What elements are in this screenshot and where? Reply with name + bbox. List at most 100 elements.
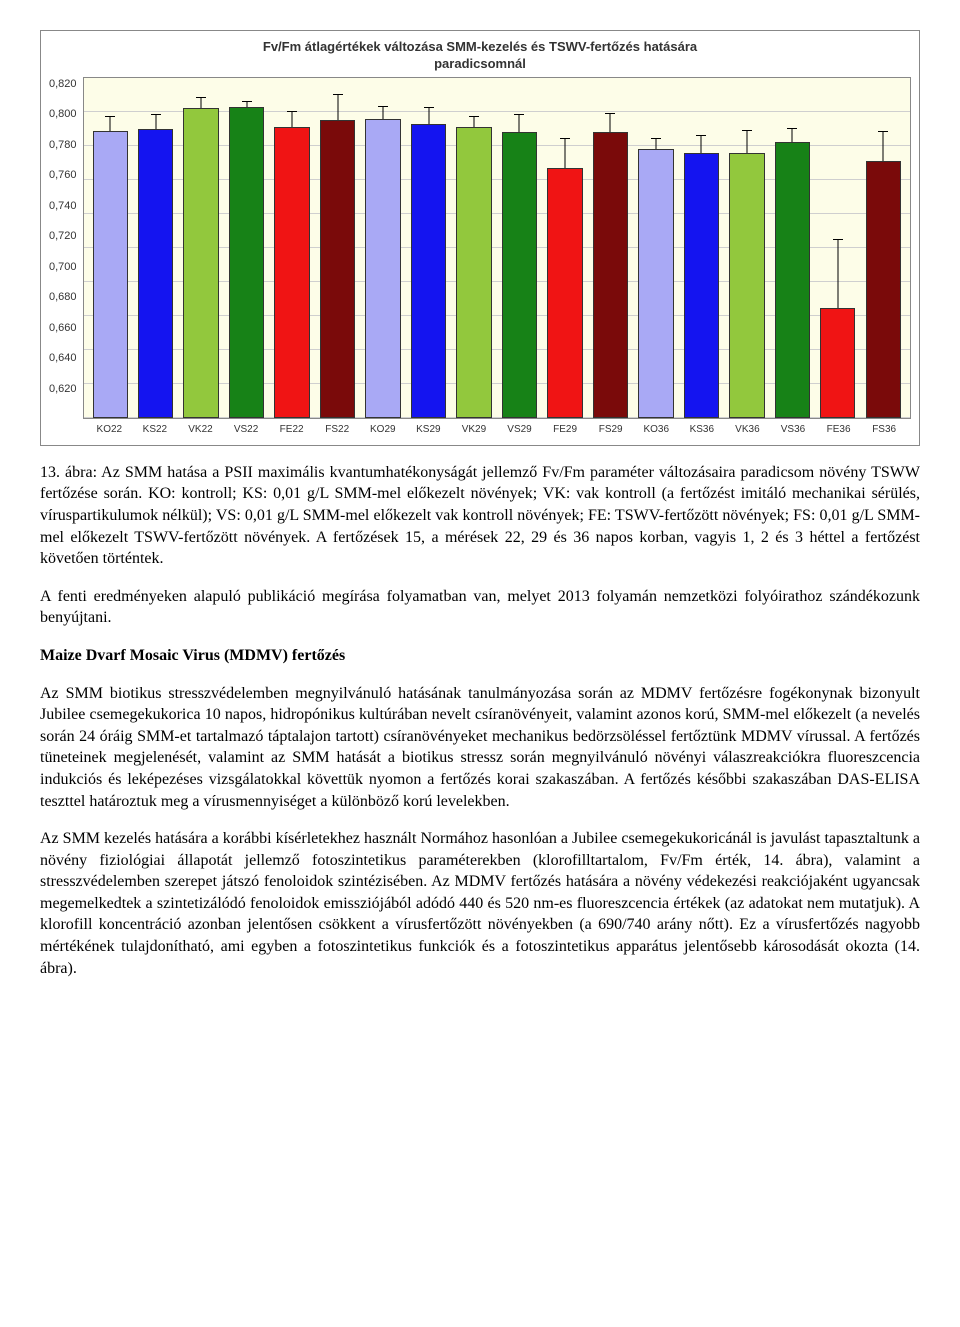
- bar: [456, 127, 491, 418]
- error-whisker: [201, 98, 202, 108]
- error-cap: [424, 107, 434, 108]
- x-axis-labels: KO22KS22VK22VS22FE22FS22KO29KS29VK29VS29…: [83, 419, 911, 437]
- error-whisker: [610, 114, 611, 133]
- bar: [638, 149, 673, 418]
- bar: [274, 127, 309, 418]
- error-cap: [696, 135, 706, 136]
- bar: [775, 142, 810, 418]
- x-tick-label: KO29: [360, 423, 406, 437]
- x-tick-label: KO22: [87, 423, 133, 437]
- bar-slot: [315, 78, 360, 419]
- x-tick-label: FE22: [269, 423, 315, 437]
- x-tick-label: VK29: [451, 423, 497, 437]
- error-cap: [833, 239, 843, 240]
- bar-slot: [679, 78, 724, 419]
- bar-slot: [178, 78, 223, 419]
- x-tick-label: FS36: [861, 423, 907, 437]
- bar-slot: [633, 78, 678, 419]
- chart-body: 0,820 0,800 0,780 0,760 0,740 0,720 0,700 0,680…: [49, 77, 911, 437]
- plot-area: [83, 77, 911, 420]
- paragraph-publication: A fenti eredményeken alapuló publikáció …: [40, 586, 920, 629]
- chart-title-line1: Fv/Fm átlagértékek változása SMM-kezelés…: [263, 39, 697, 54]
- y-tick-label: 0,820: [49, 77, 77, 92]
- x-tick-label: FE36: [816, 423, 862, 437]
- x-tick-label: VK22: [178, 423, 224, 437]
- y-tick-label: 0,700: [49, 260, 77, 275]
- paragraph-mdmv-method: Az SMM biotikus stresszvédelemben megnyi…: [40, 683, 920, 813]
- bar-slot: [497, 78, 542, 419]
- chart-title: Fv/Fm átlagértékek változása SMM-kezelés…: [49, 39, 911, 73]
- bar: [502, 132, 537, 418]
- error-cap: [514, 114, 524, 115]
- y-tick-label: 0,660: [49, 321, 77, 336]
- error-whisker: [746, 131, 747, 153]
- error-cap: [742, 130, 752, 131]
- error-whisker: [701, 136, 702, 153]
- bar: [820, 308, 855, 419]
- bar: [229, 107, 264, 419]
- section-heading-mdmv: Maize Dvarf Mosaic Virus (MDMV) fertőzés: [40, 645, 920, 667]
- error-whisker: [883, 132, 884, 161]
- bar-slot: [588, 78, 633, 419]
- error-whisker: [337, 95, 338, 121]
- bar: [729, 153, 764, 419]
- bar-slot: [224, 78, 269, 419]
- x-tick-label: KO36: [633, 423, 679, 437]
- y-tick-label: 0,780: [49, 138, 77, 153]
- x-tick-label: KS22: [132, 423, 178, 437]
- bar: [547, 168, 582, 418]
- y-tick-label: 0,800: [49, 107, 77, 122]
- bar: [411, 124, 446, 419]
- bar-slot: [133, 78, 178, 419]
- error-whisker: [383, 107, 384, 119]
- x-tick-label: VK36: [725, 423, 771, 437]
- error-whisker: [246, 102, 247, 107]
- bar: [320, 120, 355, 418]
- x-tick-label: FS29: [588, 423, 634, 437]
- y-tick-label: 0,720: [49, 229, 77, 244]
- error-whisker: [837, 240, 838, 308]
- error-cap: [651, 138, 661, 139]
- y-tick-label: 0,640: [49, 351, 77, 366]
- bar-slot: [770, 78, 815, 419]
- bar-slot: [542, 78, 587, 419]
- error-cap: [378, 106, 388, 107]
- bar-slot: [88, 78, 133, 419]
- y-axis: 0,820 0,800 0,780 0,760 0,740 0,720 0,700 0,680…: [49, 77, 83, 397]
- x-tick-label: VS22: [223, 423, 269, 437]
- bar: [593, 132, 628, 418]
- bar: [183, 108, 218, 418]
- y-tick-label: 0,760: [49, 168, 77, 183]
- bar: [93, 131, 128, 419]
- bar-slot: [451, 78, 496, 419]
- y-tick-label: 0,620: [49, 382, 77, 397]
- error-cap: [469, 116, 479, 117]
- error-cap: [878, 131, 888, 132]
- y-tick-label: 0,680: [49, 290, 77, 305]
- bar-slot: [269, 78, 314, 419]
- error-whisker: [792, 129, 793, 143]
- bar: [684, 153, 719, 419]
- error-cap: [787, 128, 797, 129]
- error-whisker: [474, 117, 475, 127]
- error-cap: [242, 101, 252, 102]
- error-whisker: [110, 117, 111, 131]
- bars-container: [84, 78, 910, 419]
- x-tick-label: FS22: [314, 423, 360, 437]
- error-whisker: [155, 115, 156, 129]
- error-cap: [605, 113, 615, 114]
- figure-caption: 13. ábra: Az SMM hatása a PSII maximális…: [40, 462, 920, 570]
- plot-column: KO22KS22VK22VS22FE22FS22KO29KS29VK29VS29…: [83, 77, 911, 437]
- error-cap: [287, 111, 297, 112]
- error-whisker: [519, 115, 520, 132]
- bar-slot: [815, 78, 860, 419]
- paragraph-mdmv-results: Az SMM kezelés hatására a korábbi kísérl…: [40, 828, 920, 979]
- x-tick-label: KS29: [406, 423, 452, 437]
- y-tick-label: 0,740: [49, 199, 77, 214]
- error-whisker: [292, 112, 293, 127]
- error-cap: [105, 116, 115, 117]
- error-cap: [560, 138, 570, 139]
- bar: [866, 161, 901, 418]
- error-whisker: [564, 139, 565, 168]
- bar-slot: [406, 78, 451, 419]
